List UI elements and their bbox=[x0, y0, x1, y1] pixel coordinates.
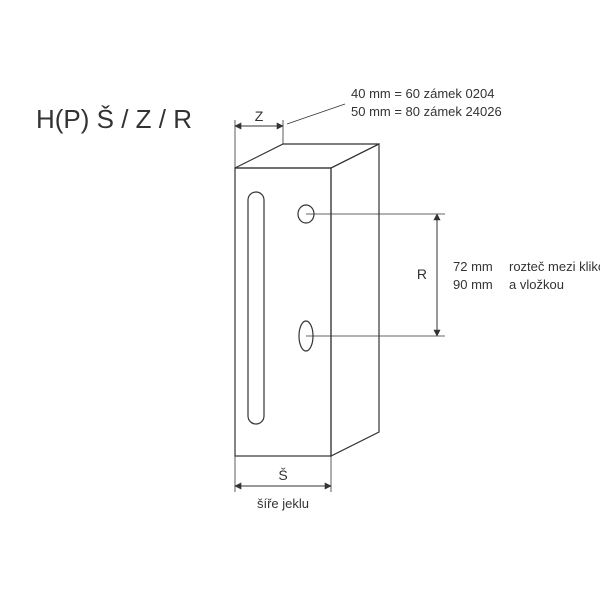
svg-text:50 mm = 80 zámek 24026: 50 mm = 80 zámek 24026 bbox=[351, 104, 502, 119]
svg-text:40 mm = 60 zámek 0204: 40 mm = 60 zámek 0204 bbox=[351, 86, 494, 101]
svg-text:šíře jeklu: šíře jeklu bbox=[257, 496, 309, 511]
svg-text:R: R bbox=[417, 266, 427, 282]
svg-text:rozteč mezi klikou: rozteč mezi klikou bbox=[509, 259, 600, 274]
svg-text:90 mm: 90 mm bbox=[453, 277, 493, 292]
svg-text:72 mm: 72 mm bbox=[453, 259, 493, 274]
diagram-title: H(P) Š / Z / R bbox=[36, 104, 192, 135]
svg-text:a vložkou: a vložkou bbox=[509, 277, 564, 292]
svg-text:Z: Z bbox=[255, 108, 264, 124]
svg-text:Š: Š bbox=[278, 467, 287, 483]
